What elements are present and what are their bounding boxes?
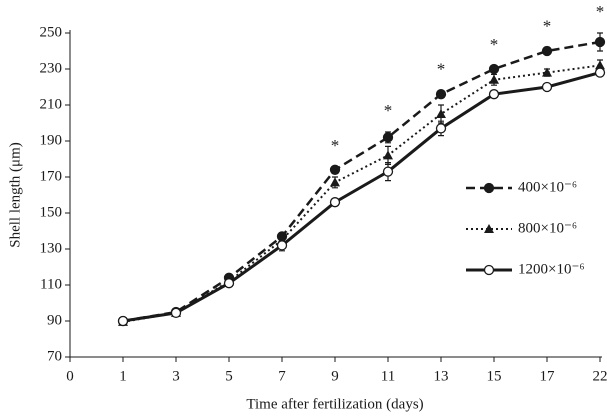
significance-mark: * [596,2,605,21]
legend-marker [483,264,495,276]
marker [329,197,341,208]
significance-mark: * [543,16,552,35]
y-tick-label: 250 [40,24,63,40]
y-tick-label: 170 [40,168,63,184]
x-tick-label: 17 [540,368,556,384]
marker [170,307,182,319]
marker [595,60,605,70]
significance-mark: * [384,101,393,120]
y-tick-label: 150 [40,204,63,220]
y-tick-label: 230 [40,60,63,76]
x-tick-label: 15 [487,368,502,384]
legend-label: 800×10⁻⁶ [518,220,577,236]
marker [488,89,500,100]
significance-mark: * [490,35,499,54]
series-line [122,71,601,323]
marker [382,166,394,177]
y-tick-label: 190 [40,132,63,148]
marker [223,278,235,289]
marker [488,63,500,75]
marker [276,240,288,251]
x-tick-label: 3 [172,368,180,384]
marker [541,81,553,93]
legend-label: 1200×10⁻⁶ [518,261,585,277]
marker [436,109,446,118]
x-axis-title: Time after fertilization (days) [246,396,423,412]
marker [330,177,340,187]
marker [489,74,499,84]
x-tick-label: 5 [225,368,233,384]
marker [329,164,341,175]
series-line [122,40,601,323]
marker [435,123,447,134]
marker [117,315,129,327]
marker [594,67,606,78]
y-tick-label: 90 [47,312,62,328]
marker [594,36,606,48]
x-tick-label: 1 [119,368,127,384]
x-tick-label: 22 [593,368,607,384]
marker [383,150,393,160]
legend-marker [483,182,495,194]
marker [542,67,552,77]
y-tick-label: 110 [40,276,62,292]
x-tick-label: 9 [331,368,339,384]
y-axis-title: Shell length (μm) [7,142,23,248]
marker [382,132,394,143]
y-tick-label: 130 [40,240,63,256]
legend-label: 400×10⁻⁶ [518,179,577,195]
x-tick-label: 0 [66,368,74,384]
x-tick-label: 13 [434,368,449,384]
series-line [122,64,601,323]
y-tick-label: 70 [47,348,62,364]
marker [541,45,553,57]
marker [435,89,447,100]
y-tick-label: 210 [40,96,63,112]
significance-mark: * [331,136,340,155]
significance-mark: * [437,60,446,79]
legend-marker [484,224,494,233]
x-tick-label: 7 [278,368,286,384]
x-tick-label: 11 [381,368,395,384]
